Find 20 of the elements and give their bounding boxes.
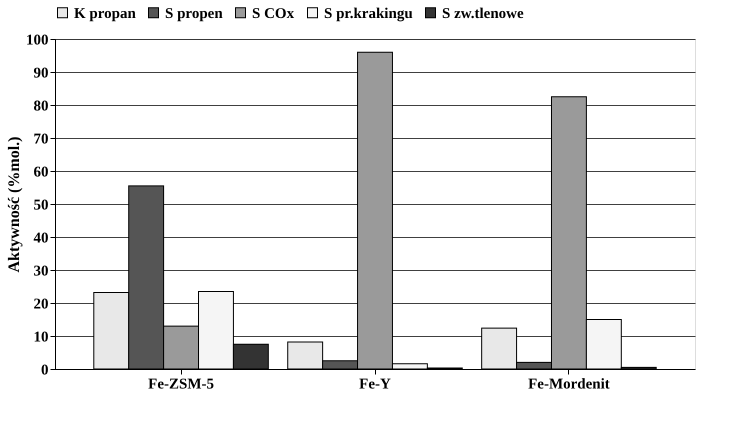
y-tick-label: 0	[41, 362, 48, 378]
y-tick-label: 10	[34, 330, 48, 346]
y-tick-label: 90	[34, 66, 48, 82]
y-tick-label: 80	[34, 98, 48, 114]
legend-label: S propen	[165, 6, 224, 22]
x-tick-label: Fe-ZSM-5	[148, 376, 214, 392]
x-tick-label: Fe-Y	[359, 376, 391, 392]
y-tick-label: 50	[34, 198, 48, 214]
legend-label: K propan	[74, 6, 136, 22]
legend-label: S COx	[252, 6, 295, 22]
y-tick-label: 20	[34, 296, 48, 312]
y-tick-label: 40	[34, 230, 48, 246]
legend-label: S zw.tlenowe	[442, 6, 524, 22]
x-tick-label: Fe-Mordenit	[528, 376, 610, 392]
legend-label: S pr.krakingu	[324, 6, 413, 22]
y-tick-label: 60	[34, 164, 48, 180]
y-axis-title: Aktywność (%mol.)	[6, 136, 23, 272]
y-tick-label: 100	[26, 32, 48, 48]
y-tick-label: 30	[34, 264, 48, 280]
y-tick-label: 70	[34, 132, 48, 148]
